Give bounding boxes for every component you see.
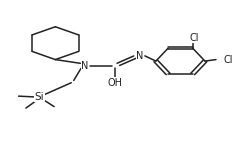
- Text: Cl: Cl: [223, 55, 233, 65]
- Text: N: N: [136, 51, 144, 61]
- Text: OH: OH: [108, 78, 123, 88]
- Text: Cl: Cl: [189, 33, 199, 43]
- Text: Si: Si: [34, 92, 44, 102]
- Text: N: N: [81, 60, 89, 71]
